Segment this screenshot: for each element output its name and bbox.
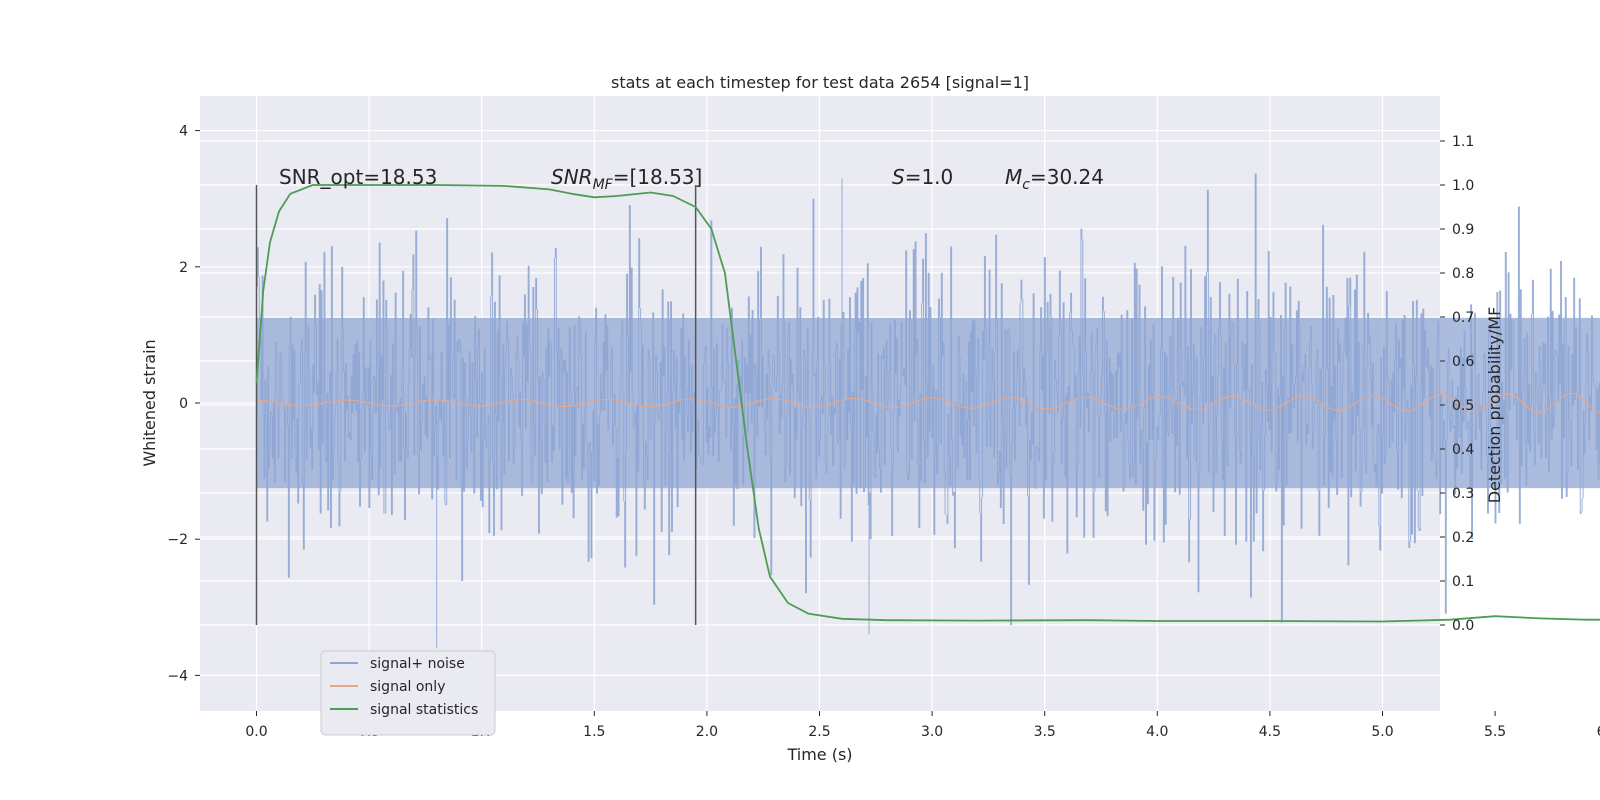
statistics-line [255,184,1600,623]
right-tick-label: 0.6 [1452,354,1474,370]
y-tick-label: 4 [179,124,188,140]
x-tick-label: 6.0 [1597,724,1600,740]
legend-label-signal: signal only [370,679,445,695]
right-tick-label: 0.8 [1452,266,1474,282]
right-tick-label: 0.0 [1452,618,1474,634]
y-axis-label: Whitened strain [140,339,159,466]
y-tick-label: 0 [179,396,188,412]
right-tick-label: 0.4 [1452,442,1474,458]
y-tick-label: −2 [167,532,188,548]
signal-line [256,392,1600,414]
x-tick-label: 0.0 [245,724,267,740]
x-tick-label: 2.0 [696,724,718,740]
y-axis-ticks: 4 2 0 −2 −4 [167,124,200,684]
annotation-snr-opt: SNR_opt=18.53 [279,165,437,189]
vertical-markers [255,185,697,625]
signal-statistics-series [255,184,1600,623]
right-tick-label: 0.7 [1452,310,1474,326]
signal-only-series [256,392,1600,414]
chart-title: stats at each timestep for test data 265… [611,73,1029,92]
signal-noise-series [256,173,1600,649]
annotation-snr-mf-main: SNR [551,165,593,189]
y-tick-label: 2 [179,260,188,276]
annotation-mc: Mc=30.24 [1005,165,1104,193]
x-tick-label: 4.0 [1146,724,1168,740]
right-tick-label: 0.5 [1452,398,1474,414]
x-tick-label: 3.0 [921,724,943,740]
legend-box [320,650,496,736]
annotation-mc-main: M [1005,165,1022,189]
legend-label-noise: signal+ noise [370,656,465,672]
right-tick-label: 0.1 [1452,574,1474,590]
x-tick-label: 5.0 [1371,724,1393,740]
annotation-s-value: =1.0 [905,165,954,189]
right-tick-label: 0.9 [1452,222,1474,238]
right-axis-ticks: 1.1 1.0 0.9 0.8 0.7 0.6 0.5 0.4 0.3 0.2 0.1 0.0 [1440,134,1474,634]
right-axis-label: Detection probability/MF [1485,307,1504,504]
x-axis-label: Time (s) [786,745,852,764]
x-tick-label: 2.5 [808,724,830,740]
annotation-snr-mf-value: =[18.53] [613,165,703,189]
annotation-mc-sub: c [1022,177,1030,193]
annotation-s: S=1.0 [892,165,953,189]
x-tick-label: 1.5 [583,724,605,740]
x-tick-label: 3.5 [1034,724,1056,740]
annotation-s-main: S [892,165,905,189]
legend: signal+ noise signal only signal statist… [320,650,496,736]
x-tick-label: 5.5 [1484,724,1506,740]
right-tick-label: 1.0 [1452,178,1474,194]
annotation-mc-value: =30.24 [1030,165,1104,189]
annotation-snr-mf-sub: MF [593,177,614,193]
y-tick-label: −4 [167,668,188,684]
right-tick-label: 0.3 [1452,486,1474,502]
legend-label-statistics: signal statistics [370,702,478,718]
right-tick-label: 0.2 [1452,530,1474,546]
annotation-snr-mf: SNRMF=[18.53] [551,165,702,193]
x-tick-label: 4.5 [1259,724,1281,740]
right-tick-label: 1.1 [1452,134,1474,150]
